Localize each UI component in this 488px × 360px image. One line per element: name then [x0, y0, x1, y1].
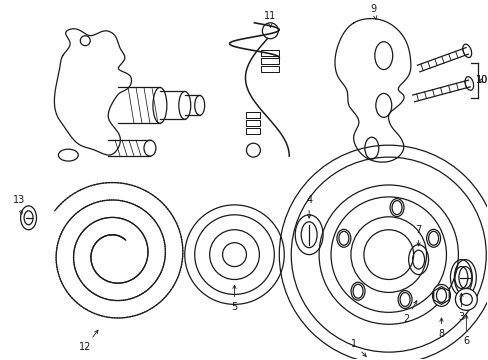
Circle shape	[454, 288, 476, 310]
Ellipse shape	[179, 91, 190, 119]
Circle shape	[246, 143, 260, 157]
Ellipse shape	[352, 284, 362, 298]
Bar	[246, 112, 260, 118]
Ellipse shape	[350, 282, 364, 300]
Ellipse shape	[464, 77, 473, 90]
Ellipse shape	[153, 87, 166, 123]
Text: 4: 4	[305, 195, 311, 218]
Ellipse shape	[462, 44, 471, 58]
Bar	[246, 120, 260, 126]
Ellipse shape	[399, 293, 409, 306]
Ellipse shape	[143, 140, 156, 156]
Text: 8: 8	[438, 318, 444, 339]
Ellipse shape	[397, 291, 411, 309]
Text: 6: 6	[462, 315, 468, 346]
Text: 11: 11	[264, 11, 276, 27]
Text: 12: 12	[79, 330, 98, 352]
Text: 10: 10	[475, 76, 488, 85]
Text: 13: 13	[13, 195, 25, 214]
Ellipse shape	[428, 231, 438, 245]
Text: 5: 5	[231, 285, 237, 312]
Text: 3: 3	[457, 293, 464, 322]
Bar	[261, 66, 279, 72]
Ellipse shape	[194, 95, 204, 115]
Text: 7: 7	[415, 225, 421, 246]
Bar	[246, 128, 260, 134]
Ellipse shape	[336, 229, 350, 247]
Text: 2: 2	[403, 301, 416, 324]
Ellipse shape	[391, 201, 401, 215]
Ellipse shape	[432, 284, 449, 306]
Circle shape	[262, 23, 278, 39]
Bar	[261, 50, 279, 56]
Text: 9: 9	[370, 4, 376, 19]
Text: 10: 10	[475, 76, 488, 85]
Ellipse shape	[426, 229, 440, 247]
Ellipse shape	[338, 231, 348, 245]
Ellipse shape	[389, 199, 403, 217]
Bar	[261, 58, 279, 64]
Text: 1: 1	[350, 339, 366, 356]
